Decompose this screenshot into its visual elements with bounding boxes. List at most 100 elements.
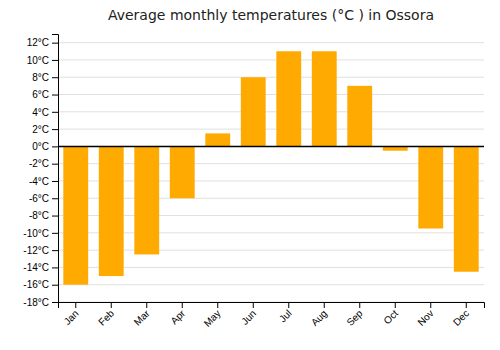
y-tick-label: -8°C	[29, 210, 49, 221]
y-tick-label: 6°C	[32, 89, 49, 100]
y-tick: 12°C	[27, 37, 58, 48]
x-tick: Dec	[451, 302, 471, 328]
y-tick-mark	[52, 216, 58, 217]
bar	[347, 86, 372, 147]
x-tick-mark	[182, 302, 183, 308]
x-tick-label: Sep	[344, 307, 365, 328]
bar	[276, 51, 301, 146]
y-tick: -18°C	[23, 297, 58, 308]
x-tick-mark	[217, 302, 218, 308]
y-tick-mark	[52, 302, 58, 303]
y-tick-mark	[52, 77, 58, 78]
y-tick: -8°C	[29, 210, 58, 221]
x-tick-mark	[430, 302, 431, 308]
x-tick: Mar	[132, 302, 152, 328]
x-tick-label: Jan	[62, 308, 81, 327]
y-tick-label: -14°C	[23, 262, 49, 273]
y-tick: -2°C	[29, 158, 58, 169]
zero-line	[58, 146, 484, 148]
y-tick: 6°C	[32, 89, 58, 100]
y-tick: 2°C	[32, 124, 58, 135]
x-tick: Oct	[381, 302, 400, 326]
x-tick-mark	[324, 302, 325, 308]
y-tick-label: 8°C	[32, 72, 49, 83]
grid-line	[58, 42, 484, 43]
grid-line	[58, 146, 484, 147]
y-tick-label: 10°C	[27, 55, 49, 66]
bar	[454, 146, 479, 271]
y-tick-label: -10°C	[23, 228, 49, 239]
x-tick-mark	[359, 302, 360, 308]
x-tick: May	[202, 302, 223, 329]
y-tick: -10°C	[23, 228, 58, 239]
bar	[99, 146, 124, 276]
x-tick-label: Feb	[96, 307, 116, 327]
y-tick-label: -16°C	[23, 279, 49, 290]
x-axis: Jan Feb Mar Apr May Jun Jul Aug Sep Oct Nov Dec	[59, 302, 485, 329]
chart-container: -18°C -16°C -14°C -12°C -10°C -8°C -6°C -4°C -2°…	[0, 0, 500, 350]
x-tick-label: Jun	[239, 308, 258, 327]
x-tick-mark	[75, 302, 76, 308]
y-tick: 10°C	[27, 55, 58, 66]
y-tick-mark	[52, 60, 58, 61]
x-tick-label: Aug	[309, 308, 329, 328]
x-tick: Sep	[344, 302, 365, 328]
x-tick: Apr	[168, 302, 187, 326]
y-tick-mark	[52, 146, 58, 147]
y-tick-label: 0°C	[32, 141, 49, 152]
y-tick-label: -12°C	[23, 245, 49, 256]
y-tick-label: -6°C	[29, 193, 49, 204]
y-tick-mark	[52, 250, 58, 251]
bar	[205, 133, 230, 146]
x-tick-label: Oct	[381, 308, 400, 327]
y-tick-mark	[52, 267, 58, 268]
x-tick-label: Apr	[168, 307, 187, 326]
y-axis: -18°C -16°C -14°C -12°C -10°C -8°C -6°C -4°C -2°…	[23, 35, 58, 308]
y-tick-label: 12°C	[27, 37, 49, 48]
x-tick-label: Dec	[451, 308, 471, 328]
y-tick-mark	[52, 164, 58, 165]
x-tick-mark	[146, 302, 147, 308]
bar	[63, 146, 88, 284]
y-tick-label: 2°C	[32, 124, 49, 135]
grid-line	[58, 59, 484, 60]
y-tick-mark	[52, 198, 58, 199]
x-tick-mark	[466, 302, 467, 308]
y-tick: -6°C	[29, 193, 58, 204]
y-tick-mark	[52, 285, 58, 286]
grid-line	[58, 284, 484, 285]
plot-area: -18°C -16°C -14°C -12°C -10°C -8°C -6°C -4°C -2°…	[23, 35, 484, 329]
x-tick: Nov	[415, 302, 435, 328]
y-tick-label: -4°C	[29, 176, 49, 187]
y-tick: 4°C	[32, 107, 58, 118]
grid-line	[58, 129, 484, 130]
x-tick-label: May	[202, 308, 223, 329]
grid	[58, 43, 484, 302]
grid-line	[58, 77, 484, 78]
x-tick-label: Mar	[132, 307, 152, 327]
y-axis-line	[52, 35, 59, 303]
bar	[418, 146, 443, 228]
x-axis-line	[59, 303, 485, 309]
y-tick: 8°C	[32, 72, 58, 83]
y-tick-label: -2°C	[29, 158, 49, 169]
y-tick: -16°C	[23, 279, 58, 290]
x-tick-label: Jul	[277, 308, 294, 325]
chart-title: Average monthly temperatures (°C ) in Os…	[108, 7, 434, 23]
grid-line	[58, 94, 484, 95]
x-tick: Feb	[96, 302, 116, 328]
x-tick: Jun	[239, 302, 258, 327]
x-tick-mark	[395, 302, 396, 308]
chart-svg: -18°C -16°C -14°C -12°C -10°C -8°C -6°C -4°C -2°…	[0, 0, 500, 350]
x-tick: Jan	[62, 302, 81, 327]
bar	[134, 146, 159, 254]
y-tick-mark	[52, 95, 58, 96]
x-tick-mark	[111, 302, 112, 308]
bar	[170, 146, 195, 198]
grid-line	[58, 111, 484, 112]
y-tick-label: 4°C	[32, 107, 49, 118]
y-tick: -4°C	[29, 176, 58, 187]
y-tick-label: -18°C	[23, 297, 49, 308]
y-tick-mark	[52, 181, 58, 182]
x-tick-mark	[253, 302, 254, 308]
